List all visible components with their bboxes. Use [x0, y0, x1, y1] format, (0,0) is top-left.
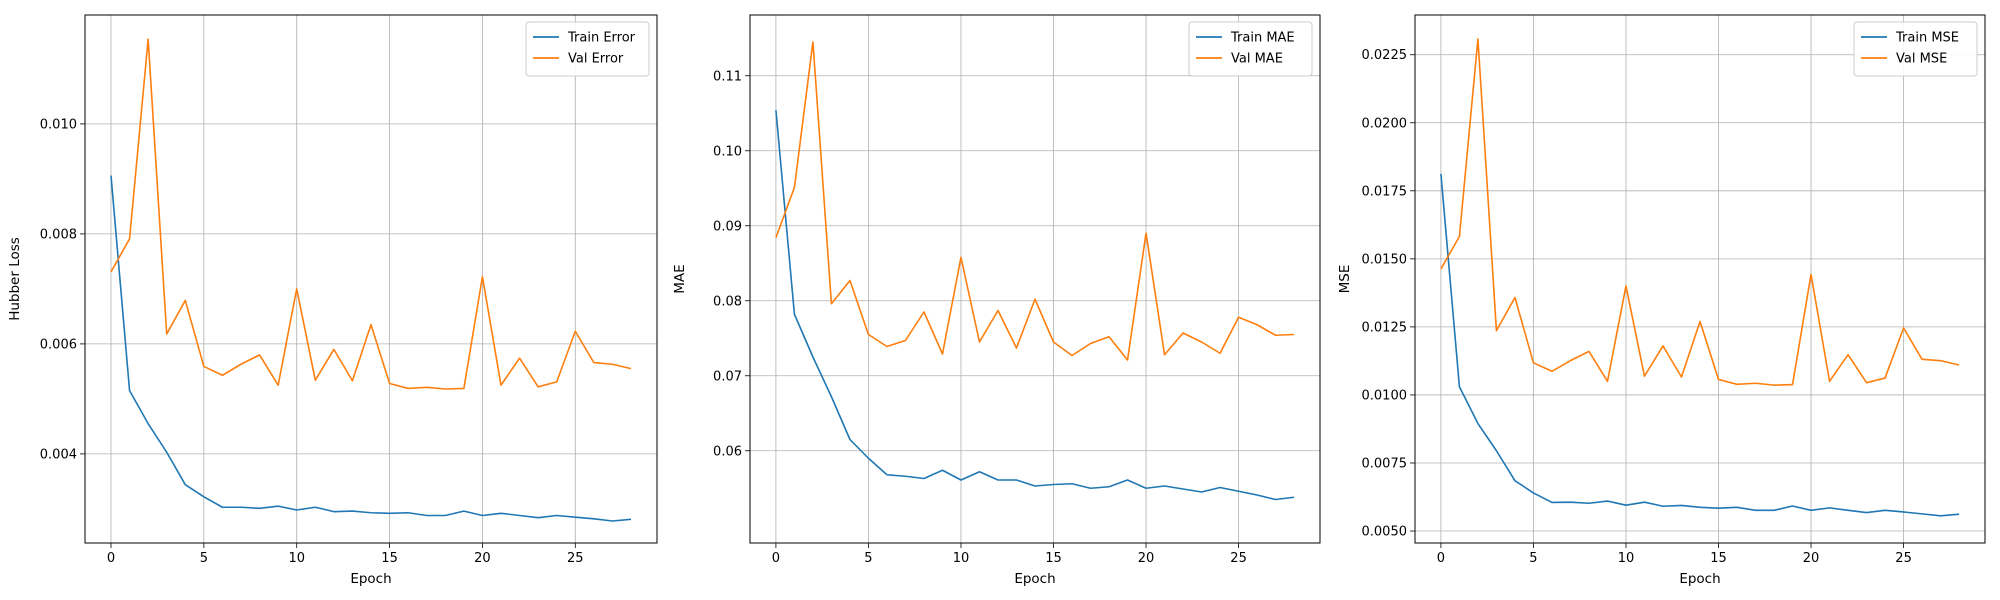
y-tick-label: 0.07 [713, 369, 742, 384]
legend-label-train-mse: Train MSE [1895, 31, 1959, 46]
legend-box [1853, 21, 1978, 77]
x-tick-label: 10 [1618, 551, 1635, 566]
val-mae-line [775, 41, 1295, 361]
x-axis-label: Epoch [350, 571, 391, 587]
y-axis-label: MSE [1337, 265, 1353, 294]
axes-frame [1414, 14, 1986, 544]
mae-chart: 0 5 10 15 20 25 0.06 0.07 0.08 0.09 0.10 0.11 Epoch M… [672, 14, 1321, 587]
x-tick-label: 10 [953, 551, 970, 566]
y-tick-label: 0.09 [713, 219, 742, 234]
x-tick-label: 10 [288, 551, 305, 566]
y-tick-label: 0.0200 [1362, 116, 1408, 131]
y-tick-label: 0.0125 [1362, 320, 1408, 335]
x-tick-label: 0 [1437, 551, 1445, 566]
x-tick-label: 15 [1710, 551, 1727, 566]
train-mse-line [1440, 173, 1960, 517]
y-axis-label: MAE [672, 264, 688, 293]
hubber-loss-chart: 0 5 10 15 20 25 0.004 0.006 0.008 0.010 Epoch Hubbe… [7, 14, 658, 587]
y-tick-label: 0.0225 [1362, 48, 1408, 63]
train-error-line [110, 175, 632, 522]
x-tick-label: 20 [1803, 551, 1820, 566]
legend-box [525, 21, 650, 77]
y-tick-label: 0.10 [713, 144, 742, 159]
x-tick-label: 20 [474, 551, 491, 566]
legend-label-val-error: Val Error [568, 52, 624, 67]
val-error-line [110, 38, 632, 390]
y-tick-label: 0.11 [713, 69, 742, 84]
axes-frame [749, 14, 1321, 544]
legend-label-val-mse: Val MSE [1896, 52, 1947, 67]
train-mae-line [775, 110, 1295, 501]
y-tick-label: 0.0150 [1362, 252, 1408, 267]
y-tick-label: 0.004 [40, 447, 77, 462]
x-tick-label: 25 [1230, 551, 1247, 566]
y-tick-label: 0.0075 [1362, 456, 1408, 471]
legend-box [1188, 21, 1313, 77]
x-tick-label: 25 [567, 551, 584, 566]
y-tick-label: 0.0050 [1362, 525, 1408, 540]
x-tick-label: 0 [772, 551, 780, 566]
axes-frame [84, 14, 658, 544]
legend-label-train-error: Train Error [567, 31, 636, 46]
y-tick-label: 0.006 [40, 337, 77, 352]
x-tick-label: 0 [107, 551, 115, 566]
x-tick-label: 15 [1045, 551, 1062, 566]
legend: Train MSE Val MSE [1853, 21, 1978, 77]
y-tick-label: 0.008 [40, 227, 77, 242]
legend-label-train-mae: Train MAE [1230, 31, 1295, 46]
x-tick-label: 5 [864, 551, 872, 566]
x-axis-label: Epoch [1014, 571, 1055, 587]
y-tick-label: 0.08 [713, 294, 742, 309]
y-tick-label: 0.06 [713, 444, 742, 459]
legend: Train Error Val Error [525, 21, 650, 77]
mse-chart: 0 5 10 15 20 25 0.0050 0.0075 0.0100 0.0125 0.0150… [1337, 14, 1986, 587]
x-axis-label: Epoch [1679, 571, 1720, 587]
x-tick-label: 25 [1895, 551, 1912, 566]
y-tick-label: 0.010 [40, 117, 77, 132]
y-axis-label: Hubber Loss [7, 237, 23, 321]
x-tick-label: 5 [1529, 551, 1537, 566]
legend: Train MAE Val MAE [1188, 21, 1313, 77]
x-tick-label: 5 [200, 551, 208, 566]
y-tick-label: 0.0175 [1362, 184, 1408, 199]
val-mse-line [1440, 38, 1960, 386]
legend-label-val-mae: Val MAE [1231, 52, 1283, 67]
y-tick-label: 0.0100 [1362, 388, 1408, 403]
x-tick-label: 15 [381, 551, 398, 566]
x-tick-label: 20 [1138, 551, 1155, 566]
